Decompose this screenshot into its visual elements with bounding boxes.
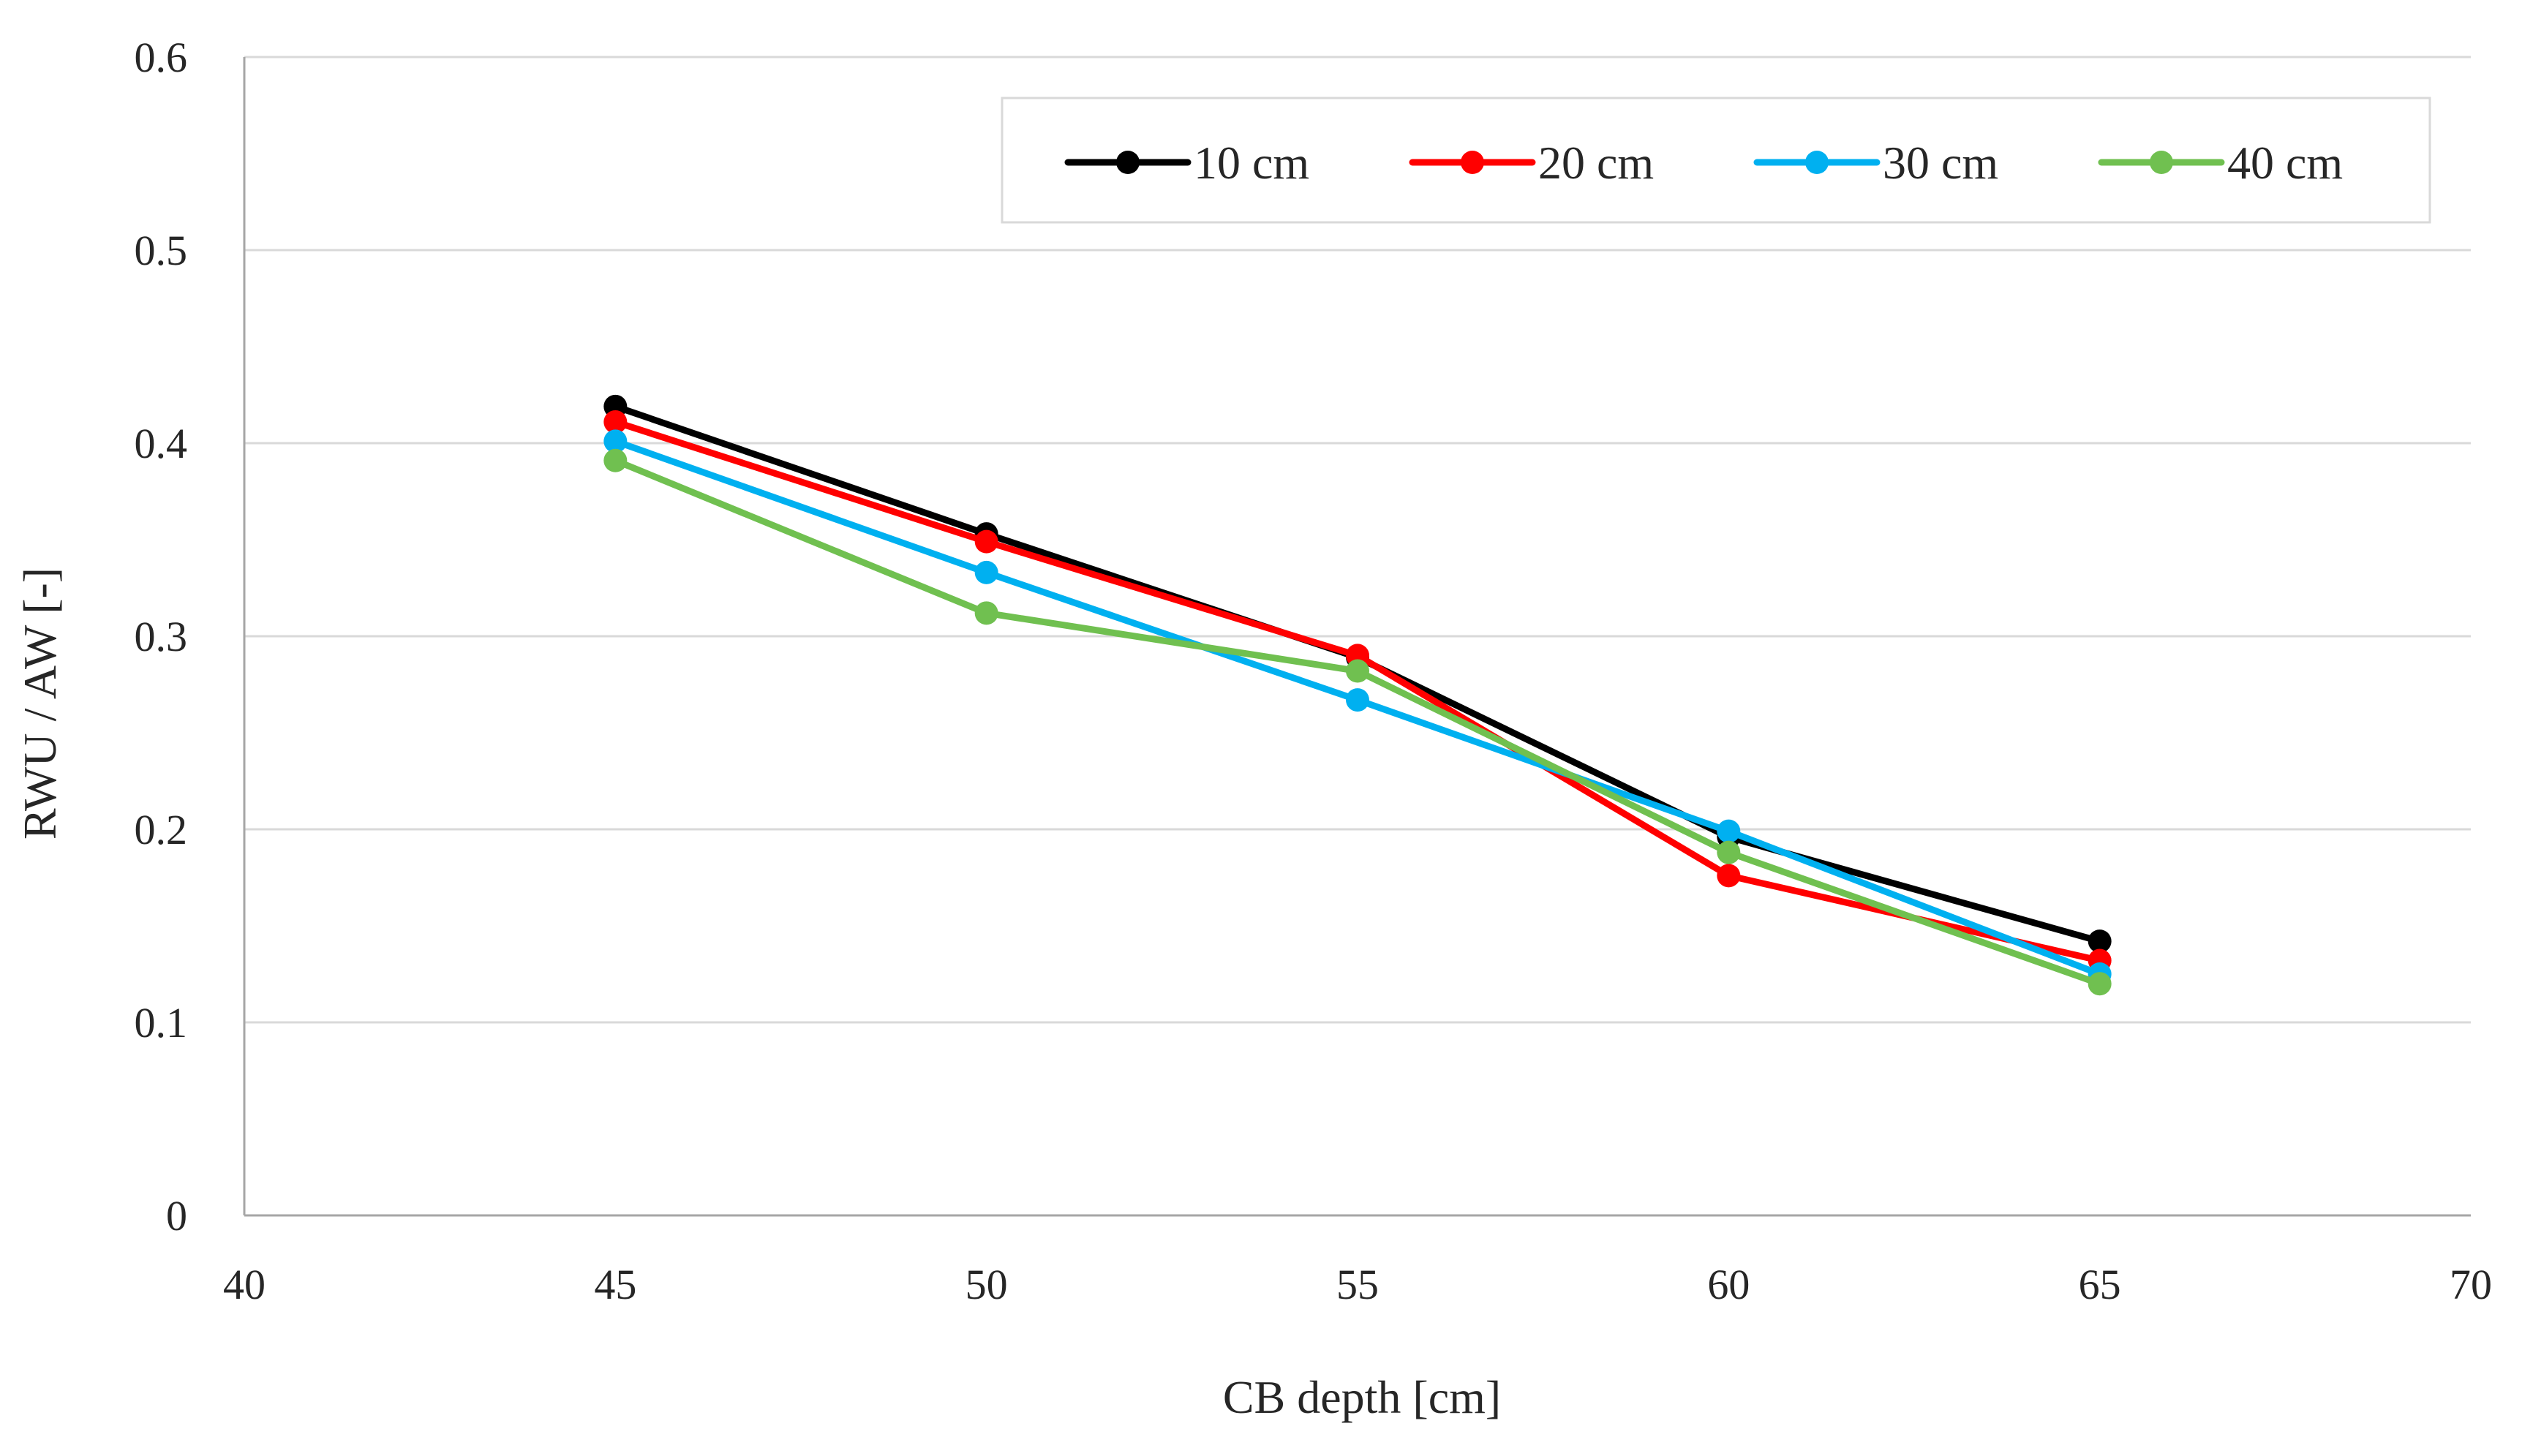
x-tick-label: 40 [223,1261,266,1308]
legend-item: 40 cm [2098,137,2343,189]
data-point [974,601,998,625]
legend-marker [1116,151,1140,174]
y-axis-title: RWU / AW [-] [14,567,66,840]
data-point [1717,840,1741,864]
x-tick-label: 60 [1707,1261,1750,1308]
data-point [1346,659,1369,683]
legend-label: 20 cm [1538,137,1654,189]
series-layer [603,394,2112,996]
legend-label: 30 cm [1883,137,1998,189]
data-point [2088,929,2112,954]
data-point [603,429,628,453]
legend-item: 20 cm [1409,137,1654,189]
x-tick-label: 70 [2450,1261,2492,1308]
y-tick-label: 0.4 [135,420,188,467]
y-tick-label: 0.2 [135,806,188,853]
series-40-cm [603,448,2112,996]
series-30-cm [603,429,2112,986]
y-tick-label: 0.1 [135,999,188,1046]
x-tick-label: 65 [2079,1261,2121,1308]
data-point [2088,972,2112,996]
legend-item: 30 cm [1753,137,1998,189]
x-axis-ticks: 40 45 50 55 60 65 70 [223,1261,2492,1308]
data-point [974,560,998,584]
y-tick-label: 0.6 [135,34,188,81]
y-tick-label: 0.3 [135,613,188,660]
y-axis-ticks: 0 0.1 0.2 0.3 0.4 0.5 0.6 [135,34,188,1240]
x-axis-title: CB depth [cm] [1223,1371,1501,1423]
legend-label: 40 cm [2227,137,2343,189]
legend: 10 cm 20 cm 30 cm 40 cm [1001,97,2431,224]
data-point [974,529,998,554]
legend-marker [1461,151,1484,174]
legend-items: 10 cm 20 cm 30 cm 40 cm [1064,137,2343,189]
legend-marker [2150,151,2173,174]
legend-item: 10 cm [1064,137,1309,189]
data-point [1346,688,1369,712]
data-point [1717,819,1741,843]
legend-marker [1805,151,1829,174]
legend-label: 10 cm [1194,137,1309,189]
data-point [603,410,628,434]
data-point [1717,864,1741,888]
y-tick-label: 0 [166,1192,187,1240]
x-tick-label: 50 [965,1261,1008,1308]
data-point [603,448,628,472]
x-tick-label: 45 [594,1261,636,1308]
x-tick-label: 55 [1336,1261,1379,1308]
y-tick-label: 0.5 [135,227,188,274]
